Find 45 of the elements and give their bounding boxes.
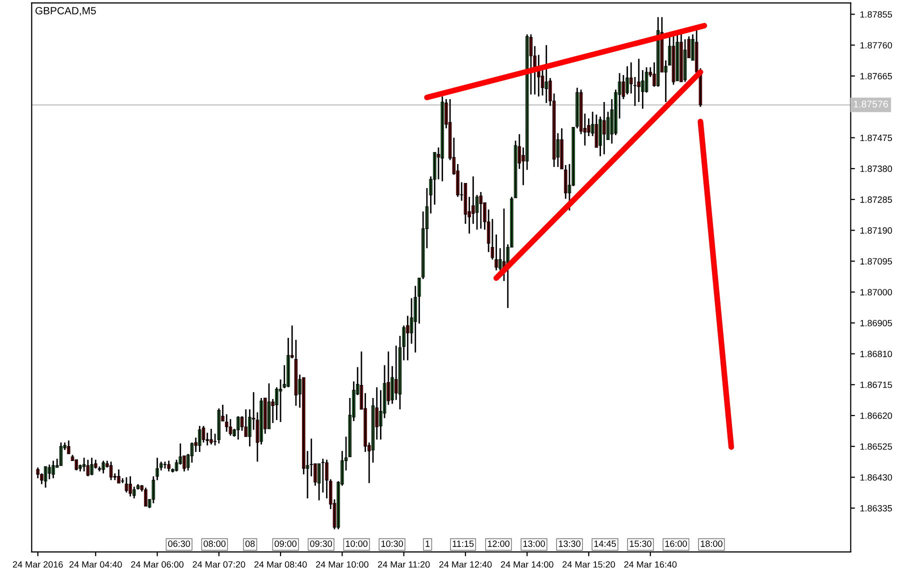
y-tick-label: 1.86905 — [860, 320, 892, 326]
annotation: 1 — [426, 540, 430, 547]
ref-line-label: 1.87576 — [854, 100, 888, 108]
y-tick-label: 1.87380 — [860, 166, 892, 172]
x-tick-label: 24 Mar 14:00 — [500, 561, 554, 568]
x-tick-label: 24 Mar 12:40 — [439, 561, 492, 568]
annotation: 15:30 — [630, 540, 652, 547]
annotation: 13:30 — [558, 540, 580, 547]
annotation: 08 — [245, 540, 255, 547]
x-tick-label: 24 Mar 04:40 — [69, 561, 122, 568]
x-tick-label: 24 Mar 16:40 — [624, 561, 677, 568]
annotation: 09:00 — [274, 540, 297, 547]
x-tick-label: 24 Mar 15:20 — [562, 561, 615, 568]
annotation: 14:45 — [594, 540, 616, 547]
y-tick-label: 1.87760 — [860, 42, 892, 48]
y-tick-label: 1.86810 — [860, 350, 892, 358]
x-tick-label: 24 Mar 08:40 — [254, 561, 307, 568]
annotation: 13:00 — [523, 540, 545, 547]
y-tick-label: 1.87000 — [860, 289, 892, 296]
y-tick-label: 1.87665 — [860, 72, 892, 80]
x-tick-label: 24 Mar 07:20 — [192, 561, 246, 568]
x-tick-label: 24 Mar 11:20 — [378, 561, 430, 568]
y-tick-label: 1.86430 — [860, 474, 892, 481]
y-tick-label: 1.87475 — [860, 134, 892, 142]
annotation: 16:00 — [665, 540, 687, 547]
annotation: 08:00 — [204, 540, 226, 547]
y-tick-label: 1.87285 — [860, 196, 892, 203]
annotation: 10:30 — [381, 540, 403, 547]
annotation: 10:00 — [346, 540, 368, 547]
annotation: 06:30 — [168, 540, 190, 547]
y-tick-label: 1.86620 — [860, 412, 892, 419]
y-tick-label: 1.86335 — [860, 505, 892, 512]
annotation: 11:15 — [452, 540, 474, 547]
y-tick-label: 1.86715 — [860, 382, 892, 388]
annotation: 18:00 — [700, 540, 722, 547]
x-tick-label: 24 Mar 06:00 — [131, 561, 184, 568]
y-tick-label: 1.87095 — [860, 258, 892, 265]
y-tick-label: 1.86525 — [860, 443, 892, 450]
y-tick-label: 1.87855 — [860, 11, 892, 18]
annotation: 09:30 — [310, 540, 332, 547]
x-tick-label: 24 Mar 10:00 — [316, 561, 368, 568]
annotation: 12:00 — [488, 540, 510, 547]
chart-title: GBPCAD,M5 — [35, 7, 96, 16]
x-tick-label: 24 Mar 2016 — [12, 561, 63, 568]
y-tick-label: 1.87190 — [860, 227, 892, 234]
